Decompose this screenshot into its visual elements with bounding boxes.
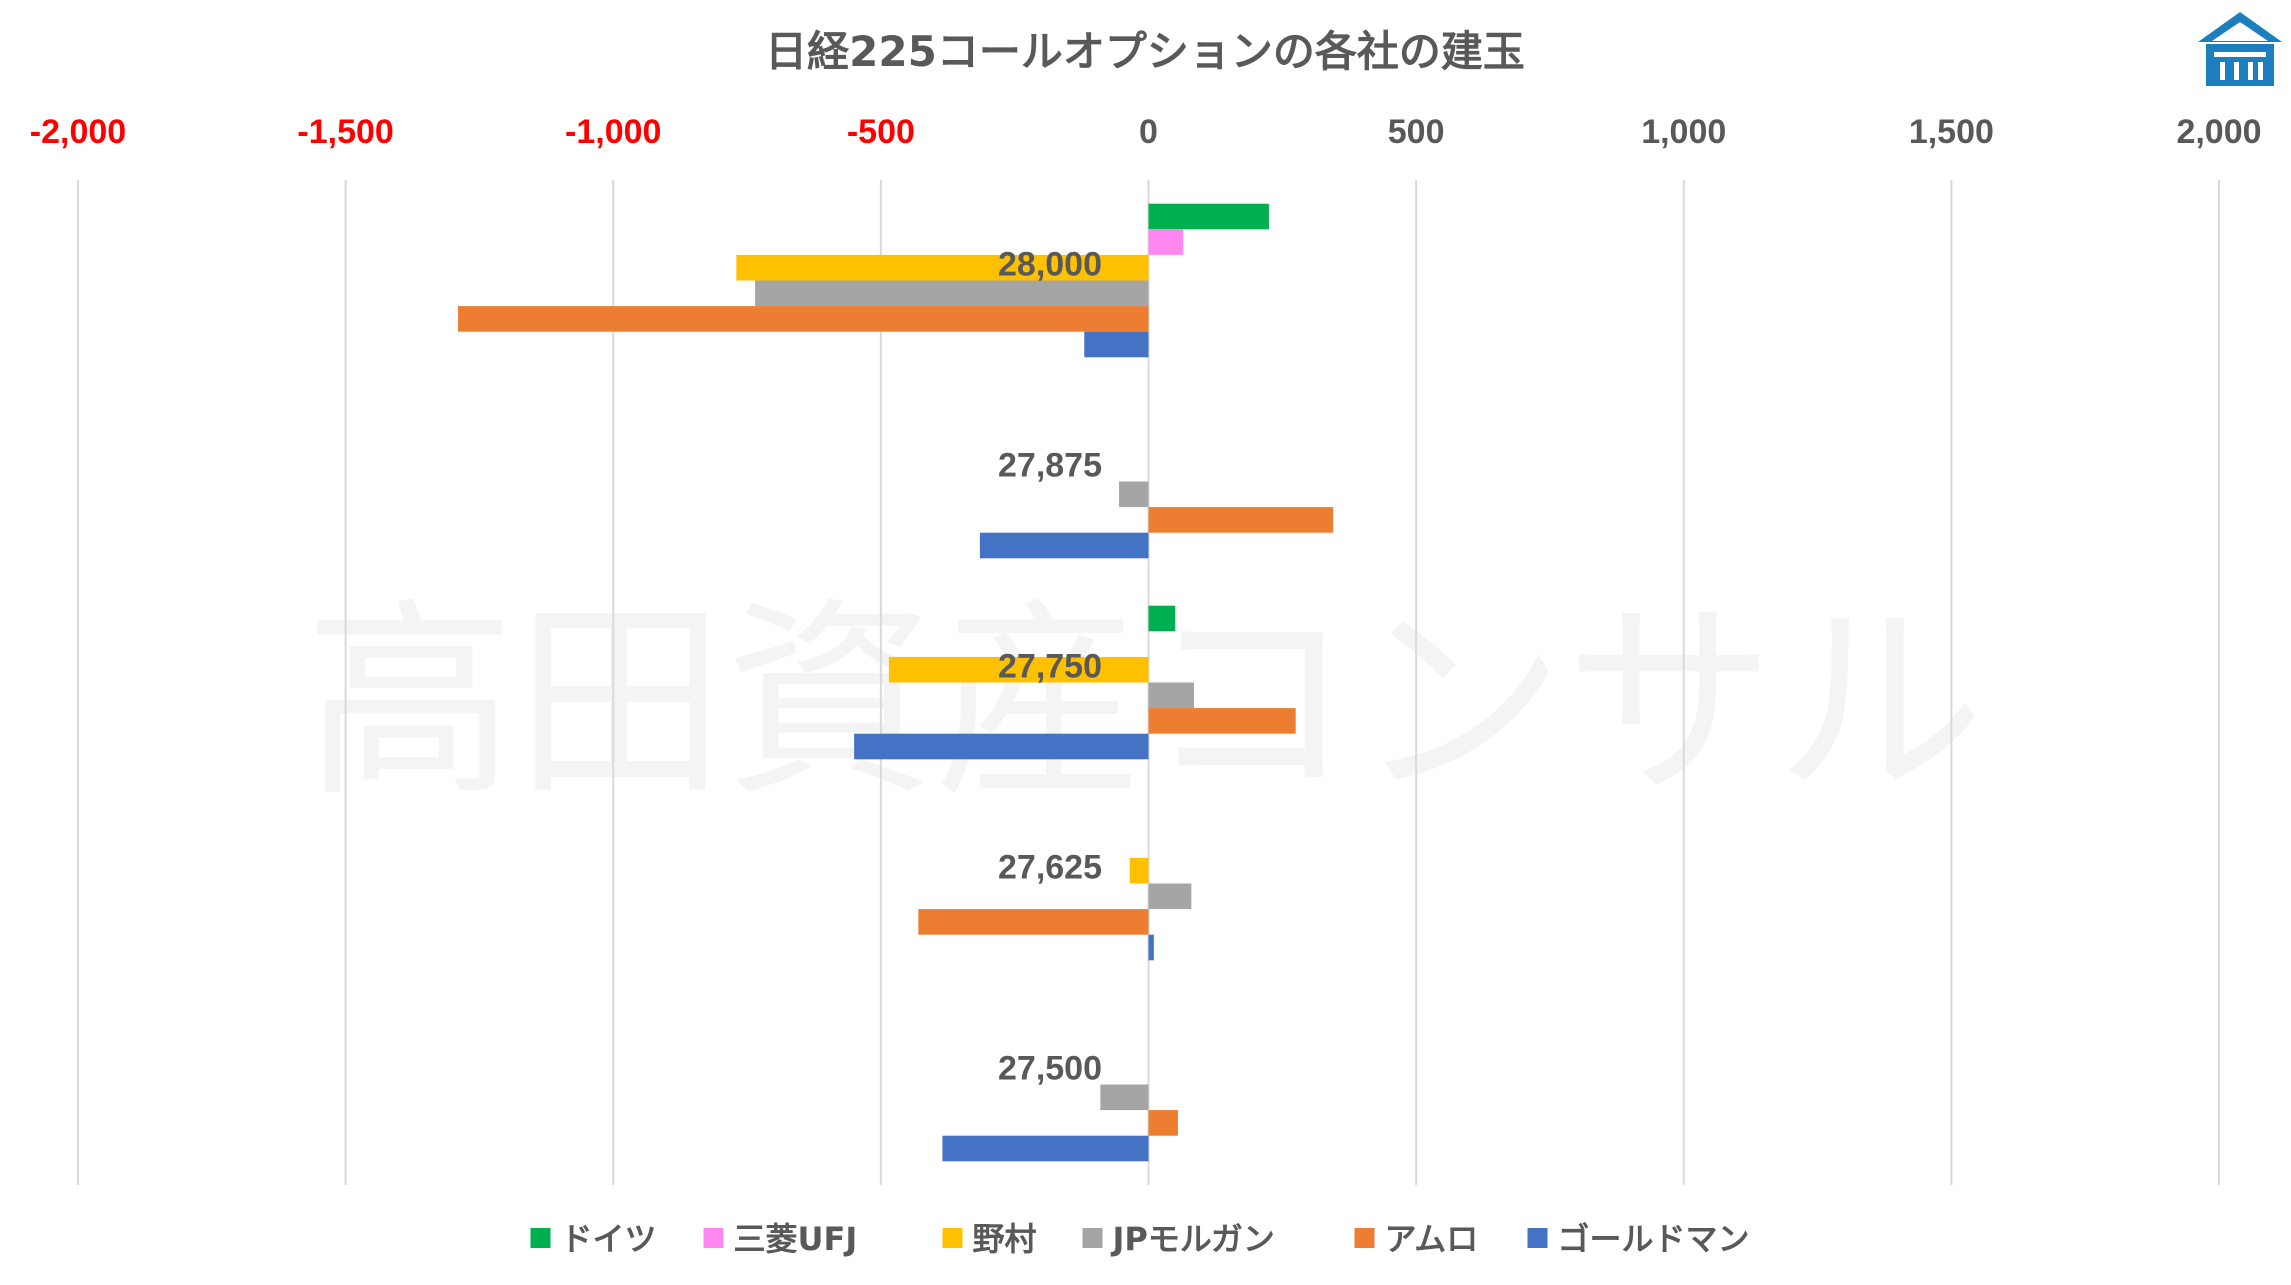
legend-label: 三菱UFJ <box>734 1220 858 1258</box>
legend-label: ゴールドマン <box>1558 1220 1750 1258</box>
bar <box>736 254 1149 281</box>
bar <box>1148 883 1192 910</box>
logo-house-icon <box>2206 44 2274 86</box>
bar <box>1148 507 1334 533</box>
category-label: 27,500 <box>998 1050 1102 1088</box>
category-labels: 28,000 27,875 27,750 27,625 27,500 <box>998 246 1102 1088</box>
legend-swatch <box>1354 1228 1375 1248</box>
bars <box>458 203 1334 1162</box>
legend-label: ドイツ <box>561 1220 657 1258</box>
category-label: 27,625 <box>998 849 1102 887</box>
bar <box>1119 481 1149 508</box>
bar <box>979 532 1149 559</box>
bar <box>918 909 1149 935</box>
bar <box>1148 682 1194 709</box>
legend-label: 野村 <box>973 1220 1037 1258</box>
x-axis-ticks: -2,000 -1,500 -1,000 -500 0 500 1,000 1,500 2,00… <box>30 113 2262 151</box>
chart-title: 日経225コールオプションの各社の建玉 <box>765 27 1525 76</box>
bar <box>854 733 1149 760</box>
bar <box>1100 1084 1149 1111</box>
x-tick-label: 1,500 <box>1909 113 1994 151</box>
legend-swatch <box>1082 1228 1103 1248</box>
legend-label: JPモルガン <box>1111 1220 1275 1258</box>
bar <box>1148 229 1184 255</box>
bar <box>1148 1110 1178 1136</box>
watermark: 高田資産コンサル <box>305 580 1985 825</box>
x-tick-label: 2,000 <box>2176 113 2261 151</box>
bar <box>888 656 1149 683</box>
bar <box>1148 203 1269 230</box>
bar <box>1084 331 1149 358</box>
legend-swatch <box>530 1228 551 1248</box>
x-tick-label: 500 <box>1388 113 1445 151</box>
x-tick-label: 0 <box>1139 113 1158 151</box>
x-tick-label: -2,000 <box>30 113 126 151</box>
legend-swatch <box>1527 1228 1548 1248</box>
category-label: 28,000 <box>998 246 1102 284</box>
bar <box>1148 605 1176 632</box>
category-label: 27,875 <box>998 447 1102 485</box>
x-tick-label: -1,000 <box>565 113 661 151</box>
logo <box>2198 12 2282 86</box>
bar <box>458 306 1149 332</box>
bar <box>942 1135 1149 1162</box>
legend: ドイツ 三菱UFJ 野村 JPモルガン アムロ ゴールドマン <box>530 1220 1750 1258</box>
x-tick-label: -500 <box>847 113 915 151</box>
x-tick-label: -1,500 <box>297 113 393 151</box>
legend-swatch <box>703 1228 724 1248</box>
bar <box>1129 857 1149 884</box>
legend-swatch <box>942 1228 963 1248</box>
bar <box>1148 708 1296 734</box>
category-label: 27,750 <box>998 648 1102 686</box>
x-tick-label: 1,000 <box>1641 113 1726 151</box>
bar <box>1148 934 1154 961</box>
bar <box>755 280 1149 307</box>
legend-label: アムロ <box>1385 1220 1479 1258</box>
